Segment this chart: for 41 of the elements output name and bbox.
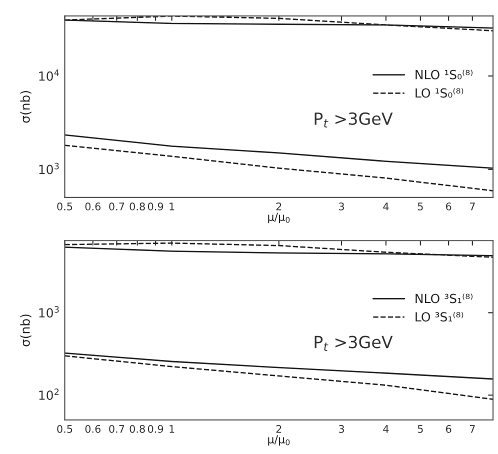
x-tick-label: 0.7: [109, 424, 124, 433]
y-axis-title: σ(nb): [20, 91, 32, 123]
line-series: [64, 134, 494, 169]
x-tick-label: 1: [170, 202, 174, 210]
line-series: [64, 144, 494, 192]
x-tick-label: 7: [470, 425, 475, 433]
x-axis-title: μ/μ$_{0}$: [268, 212, 290, 224]
x-tick-label: 5: [418, 202, 423, 210]
x-tick-label: 0.5: [57, 424, 72, 433]
x-tick-label: 0.6: [85, 202, 101, 210]
annotation: P$_{t}$ >3GeV: [314, 336, 393, 351]
x-tick-label: 3: [338, 202, 344, 210]
legend-label: NLO ¹S₀⁽⁸⁾: [416, 70, 473, 80]
x-axis-title: μ/μ$_{0}$: [268, 435, 290, 446]
x-tick-label: 7: [470, 202, 475, 210]
x-tick-label: 0.6: [85, 424, 101, 433]
x-tick-label: 2: [276, 424, 282, 433]
x-tick-label: 0.5: [57, 202, 72, 210]
legend-label: LO ³S₁⁽⁸⁾: [416, 312, 464, 322]
x-tick-label: 0.8: [130, 424, 145, 433]
x-tick-label: 5: [418, 425, 423, 433]
legend-label: NLO ³S₁⁽⁸⁾: [416, 294, 473, 304]
y-axis-title: σ(nb): [20, 314, 32, 346]
x-tick-label: 6: [446, 202, 452, 210]
x-tick-label: 4: [383, 425, 389, 433]
x-tick-label: 0.9: [148, 202, 164, 210]
y-tick-label: 10$^{3}$: [39, 306, 59, 318]
x-tick-label: 3: [338, 424, 344, 433]
x-tick-label: 4: [383, 202, 389, 210]
y-tick-label: 10$^{3}$: [39, 162, 59, 174]
y-tick-label: 10$^{4}$: [39, 69, 59, 81]
x-tick-label: 0.7: [109, 202, 124, 210]
x-tick-label: 0.9: [148, 424, 164, 433]
legend-label: LO ¹S₀⁽⁸⁾: [416, 88, 464, 98]
annotation: P$_{t}$ >3GeV: [314, 112, 393, 128]
x-tick-label: 2: [276, 202, 282, 210]
x-tick-label: 6: [446, 424, 452, 433]
y-tick-label: 10$^{2}$: [39, 388, 59, 400]
x-tick-label: 0.8: [130, 202, 145, 210]
line-series: [64, 355, 494, 400]
x-tick-label: 1: [170, 425, 174, 433]
